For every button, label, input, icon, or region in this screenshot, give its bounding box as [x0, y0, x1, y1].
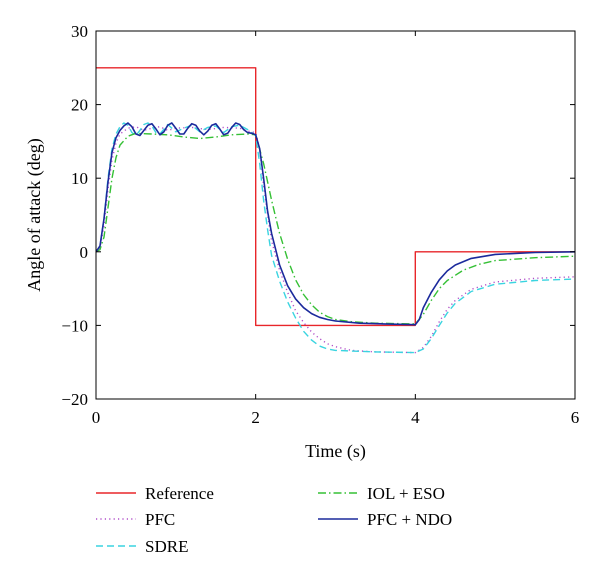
- y-tick-label: −20: [61, 390, 88, 409]
- y-tick-label: 0: [80, 243, 89, 262]
- x-tick-label: 2: [251, 408, 260, 427]
- series-line-sdre: [96, 122, 575, 354]
- legend: Reference PFC SDRE IOL + ESO PFC + NDO: [96, 484, 452, 556]
- legend-label: Reference: [145, 484, 214, 503]
- legend-label: SDRE: [145, 537, 188, 556]
- legend-label: PFC + NDO: [367, 510, 452, 529]
- x-tick-label: 4: [411, 408, 420, 427]
- plot-frame: [95, 30, 576, 400]
- x-tick-label: 0: [92, 408, 101, 427]
- legend-label: PFC: [145, 510, 175, 529]
- x-tick-label: 6: [571, 408, 580, 427]
- x-axis-title: Time (s): [305, 441, 366, 462]
- series-line-reference: [96, 67, 575, 327]
- y-tick-label: 20: [71, 96, 88, 115]
- axes: 0 2 4 6 −20 −10 0 10 20 30: [61, 22, 579, 427]
- series-line-iol-eso: [96, 132, 575, 325]
- series-line-pfc-ndo: [96, 122, 575, 326]
- y-axis-title: Angle of attack (deg): [24, 138, 45, 291]
- y-tick-label: 10: [71, 169, 88, 188]
- y-tick-label: 30: [71, 22, 88, 41]
- series-layer: [96, 67, 575, 354]
- y-tick-label: −10: [61, 316, 88, 335]
- legend-label: IOL + ESO: [367, 484, 445, 503]
